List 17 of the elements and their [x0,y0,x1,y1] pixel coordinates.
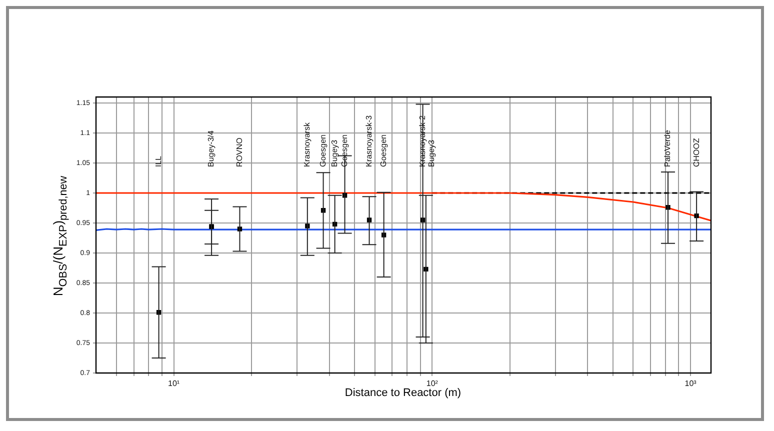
annotation: ILL [154,155,163,167]
x-tick-label: 10¹ [168,379,180,388]
annotation: Bugey3 [427,139,436,167]
annotation: Bugey-3/4 [206,130,216,167]
annotation: ROVNO [234,138,244,167]
x-tick-label: 10² [426,379,438,388]
annotation: Krasnoyarsk-3 [364,114,374,167]
annotation: Goesgen [379,134,388,167]
annotation: Krasnoyarsk-2 [418,114,428,167]
annotation: CHOOZ [692,138,701,167]
annotation: Goesgen [318,134,328,167]
annotation: Goesgen [340,134,349,167]
annotation: Bugey3 [330,139,340,167]
x-axis-title: Distance to Reactor (m) [344,387,462,399]
annotation: Krasnoyarsk [302,122,312,167]
annotation: PaloVerde [663,130,672,167]
x-tick-label: 10³ [684,379,697,388]
